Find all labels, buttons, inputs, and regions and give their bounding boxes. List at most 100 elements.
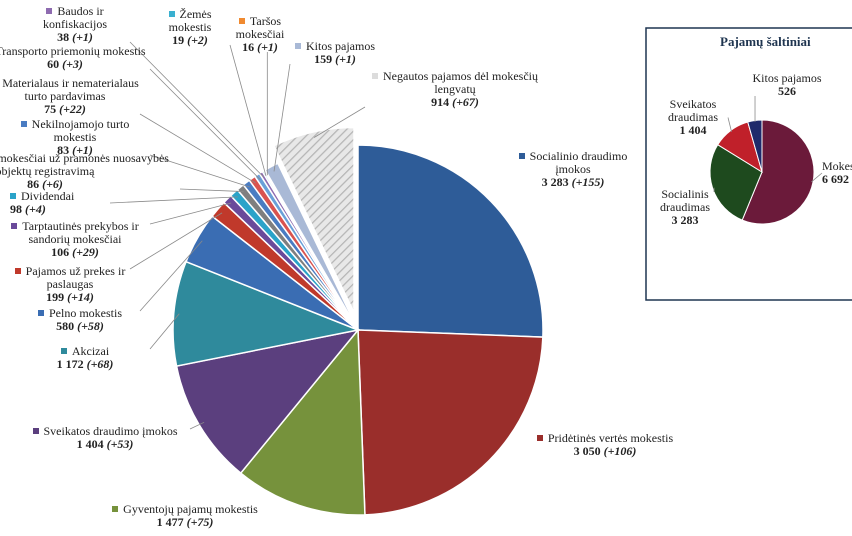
label-value: 6 692: [822, 172, 849, 186]
pie-slice: [357, 329, 544, 516]
pie-slice: [172, 260, 361, 367]
legend-marker: [37, 310, 44, 316]
label-value: 83: [57, 143, 70, 157]
leader-line: [189, 421, 205, 430]
pie-slice: [357, 144, 544, 338]
label-value-line: 6 692: [822, 173, 852, 186]
label-name: Dividendai: [21, 189, 75, 203]
legend-marker: [14, 268, 21, 274]
label-name: Kitos pajamos: [752, 71, 822, 85]
label-value-line: 98 (+4): [10, 203, 110, 216]
label-name-line: Dividendai: [10, 190, 110, 203]
label-change: (+1): [257, 40, 278, 54]
label-name: Kitos pajamos: [306, 39, 375, 53]
label-value-line: 60 (+3): [0, 58, 150, 71]
label-name-line: Tarptautinės prekybos ir sandorių mokesč…: [0, 220, 150, 246]
label-name-line: Pridėtinės vertės mokestis: [530, 432, 680, 445]
data-label: Žemės mokestis 19 (+2): [150, 8, 230, 47]
label-change: (+6): [42, 177, 63, 191]
label-value-line: 106 (+29): [0, 246, 150, 259]
label-value-line: 86 (+6): [0, 178, 180, 191]
label-change: (+75): [186, 515, 214, 529]
label-name-line: Baudos ir konfiskacijos: [20, 5, 130, 31]
leader-line: [139, 113, 256, 184]
label-change: (+68): [86, 357, 114, 371]
label-value-line: 3 283: [650, 214, 720, 227]
legend-marker: [168, 11, 175, 17]
data-label: Materialaus ir nematerialaus turto parda…: [0, 77, 140, 116]
leader-line: [129, 41, 265, 178]
label-name-line: Mokesčiai: [822, 160, 852, 173]
label-value-line: 19 (+2): [150, 34, 230, 47]
label-name-line: Rinkliavos ir mokesčiai už pramonės nuos…: [0, 152, 180, 178]
leader-line: [149, 313, 180, 350]
data-label: Socialinio draudimo įmokos 3 283 (+155): [508, 150, 638, 189]
label-value: 199: [46, 290, 65, 304]
data-label: Dividendai 98 (+4): [10, 190, 110, 216]
label-name: Nekilnojamojo turto mokestis: [31, 117, 130, 144]
pie-slice: [239, 327, 366, 516]
label-name: Sveikatos draudimas: [668, 97, 718, 124]
legend-marker: [536, 435, 543, 441]
label-value: 86: [27, 177, 40, 191]
leader-line: [149, 154, 250, 188]
label-name-line: Kitos pajamos: [290, 40, 380, 53]
data-label: Gyventojų pajamų mokestis 1 477 (+75): [110, 503, 260, 529]
label-value-line: 914 (+67): [365, 96, 545, 109]
label-name: Pridėtinės vertės mokestis: [547, 431, 674, 445]
label-value: 3 283: [541, 175, 569, 189]
label-change: (+53): [106, 437, 134, 451]
data-label: Taršos mokesčiai 16 (+1): [225, 15, 295, 54]
label-value-line: 580 (+58): [20, 320, 140, 333]
label-change: (+67): [452, 95, 479, 109]
data-label: Pajamos už prekes ir paslaugas 199 (+14): [10, 265, 130, 304]
label-name-line: Transporto priemonių mokestis: [0, 45, 150, 58]
data-label: Mokesčiai6 692: [822, 160, 852, 186]
label-value-line: 159 (+1): [290, 53, 380, 66]
label-change: (+58): [77, 319, 104, 333]
label-name: Tarptautinės prekybos ir sandorių mokesč…: [22, 219, 139, 246]
data-label: Kitos pajamos 526: [752, 72, 822, 98]
label-change: (+1): [72, 143, 93, 157]
label-change: (+3): [62, 57, 83, 71]
data-label: Rinkliavos ir mokesčiai už pramonės nuos…: [0, 152, 180, 191]
label-name: Rinkliavos ir mokesčiai už pramonės nuos…: [0, 151, 169, 178]
label-value-line: 83 (+1): [0, 144, 150, 157]
legend-marker: [238, 18, 245, 24]
label-name: Materialaus ir nematerialaus turto parda…: [2, 76, 139, 103]
legend-marker: [112, 506, 119, 512]
label-change: (+1): [72, 30, 93, 44]
data-label: Baudos ir konfiskacijos 38 (+1): [20, 5, 130, 44]
data-label: Akcizai 1 172 (+68): [20, 345, 150, 371]
label-change: (+1): [335, 52, 356, 66]
label-value: 16: [242, 40, 255, 54]
leader-line: [313, 106, 366, 138]
leader-line: [727, 117, 732, 132]
leader-line: [273, 63, 291, 172]
data-label: Negautos pajamos dėl mokesčių lengvatų 91…: [365, 70, 545, 109]
label-value: 1 477: [156, 515, 184, 529]
data-label: Sveikatos draudimas 1 404: [658, 98, 728, 137]
legend-marker: [11, 223, 18, 229]
label-value: 19: [172, 33, 185, 47]
data-label: Nekilnojamojo turto mokestis 83 (+1): [0, 118, 150, 157]
label-name: Sveikatos draudimo įmokos: [43, 424, 178, 438]
label-value-line: 75 (+22): [0, 103, 140, 116]
label-value: 98: [10, 202, 22, 216]
label-name: Baudos ir konfiskacijos: [43, 4, 107, 31]
label-name-line: Kitos pajamos: [752, 72, 822, 85]
label-name: Pajamos už prekes ir paslaugas: [25, 264, 126, 291]
leader-line: [109, 196, 238, 204]
legend-marker: [20, 121, 27, 127]
label-value: 159: [314, 52, 333, 66]
label-value: 580: [56, 319, 75, 333]
data-label: Pelno mokestis 580 (+58): [20, 307, 140, 333]
label-name: Pelno mokestis: [48, 306, 122, 320]
label-name-line: Socialinio draudimo įmokos: [508, 150, 638, 176]
data-label: Sveikatos draudimo įmokos 1 404 (+53): [20, 425, 190, 451]
label-name-line: Taršos mokesčiai: [225, 15, 295, 41]
label-name-line: Žemės mokestis: [150, 8, 230, 34]
label-value-line: 1 404: [658, 124, 728, 137]
